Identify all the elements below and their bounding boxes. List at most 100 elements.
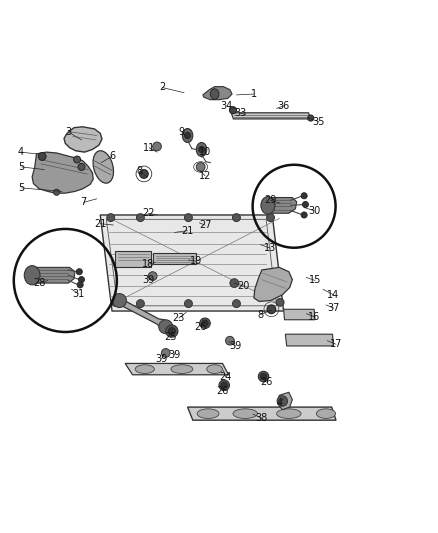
Ellipse shape: [301, 212, 307, 218]
Ellipse shape: [202, 320, 208, 326]
Ellipse shape: [137, 214, 145, 222]
Ellipse shape: [113, 294, 127, 308]
Ellipse shape: [111, 298, 119, 306]
Polygon shape: [187, 407, 336, 420]
Text: 8: 8: [258, 310, 264, 319]
Text: 16: 16: [308, 312, 320, 322]
Text: 23: 23: [173, 313, 185, 323]
Ellipse shape: [184, 300, 192, 308]
Ellipse shape: [78, 164, 85, 171]
Ellipse shape: [182, 128, 193, 142]
Ellipse shape: [161, 349, 170, 357]
Text: 17: 17: [330, 339, 342, 349]
Text: 5: 5: [18, 183, 25, 193]
Text: 26: 26: [194, 322, 207, 332]
Text: 39: 39: [168, 350, 180, 360]
Text: 39: 39: [142, 276, 154, 286]
Text: 39: 39: [230, 341, 242, 351]
Polygon shape: [27, 268, 75, 283]
Polygon shape: [100, 215, 284, 311]
Text: 11: 11: [143, 143, 155, 153]
Ellipse shape: [233, 409, 258, 418]
Ellipse shape: [140, 169, 148, 179]
Text: 4: 4: [276, 398, 283, 408]
Text: 20: 20: [237, 281, 249, 291]
Text: 10: 10: [199, 147, 211, 157]
Polygon shape: [64, 127, 102, 152]
Polygon shape: [118, 298, 169, 330]
Text: 19: 19: [190, 256, 202, 266]
Text: 3: 3: [65, 127, 71, 137]
Polygon shape: [265, 198, 297, 213]
Text: 26: 26: [260, 377, 272, 387]
Ellipse shape: [230, 107, 237, 114]
Ellipse shape: [93, 151, 113, 183]
Ellipse shape: [24, 265, 40, 285]
Ellipse shape: [221, 382, 227, 389]
Ellipse shape: [198, 147, 205, 152]
Ellipse shape: [197, 409, 219, 418]
Polygon shape: [284, 309, 315, 320]
Polygon shape: [231, 113, 311, 119]
Ellipse shape: [74, 156, 81, 163]
Text: 26: 26: [216, 386, 229, 396]
Text: 25: 25: [164, 332, 177, 342]
Ellipse shape: [78, 277, 85, 282]
Ellipse shape: [230, 279, 239, 287]
Text: 22: 22: [142, 208, 155, 218]
Ellipse shape: [267, 214, 275, 222]
Text: 29: 29: [264, 195, 277, 205]
Text: 1: 1: [251, 89, 257, 99]
Polygon shape: [115, 251, 151, 266]
Ellipse shape: [166, 325, 178, 337]
Text: 21: 21: [94, 219, 106, 229]
Ellipse shape: [76, 269, 82, 275]
Ellipse shape: [184, 133, 191, 139]
Polygon shape: [32, 152, 93, 193]
Ellipse shape: [261, 374, 267, 379]
Text: 8: 8: [137, 166, 143, 176]
Text: 36: 36: [278, 101, 290, 111]
Ellipse shape: [233, 214, 240, 222]
Ellipse shape: [307, 115, 314, 121]
Ellipse shape: [233, 300, 240, 308]
Ellipse shape: [159, 320, 173, 334]
Ellipse shape: [152, 142, 161, 151]
Text: 5: 5: [18, 162, 25, 172]
Ellipse shape: [219, 380, 230, 391]
Text: 28: 28: [33, 278, 45, 288]
Text: 15: 15: [309, 276, 321, 286]
Polygon shape: [203, 87, 232, 100]
Polygon shape: [278, 392, 292, 410]
Text: 38: 38: [256, 414, 268, 423]
Polygon shape: [125, 364, 229, 375]
Ellipse shape: [53, 189, 60, 195]
Text: 31: 31: [72, 288, 85, 298]
Text: 37: 37: [327, 303, 339, 313]
Ellipse shape: [258, 372, 269, 382]
Text: 13: 13: [265, 243, 277, 253]
Ellipse shape: [316, 409, 336, 418]
Polygon shape: [254, 268, 292, 302]
Ellipse shape: [226, 336, 234, 345]
Ellipse shape: [276, 298, 284, 306]
Ellipse shape: [261, 197, 275, 214]
Ellipse shape: [137, 300, 145, 308]
Text: 24: 24: [219, 372, 232, 382]
Ellipse shape: [184, 214, 192, 222]
Ellipse shape: [196, 142, 207, 157]
Ellipse shape: [277, 395, 288, 406]
Ellipse shape: [301, 193, 307, 199]
Ellipse shape: [148, 272, 157, 280]
Ellipse shape: [302, 201, 308, 207]
Ellipse shape: [171, 365, 193, 374]
Ellipse shape: [77, 282, 83, 288]
Text: 9: 9: [179, 127, 185, 137]
Ellipse shape: [207, 365, 223, 374]
Ellipse shape: [168, 328, 175, 335]
Text: 30: 30: [308, 206, 320, 216]
Ellipse shape: [38, 152, 46, 160]
Polygon shape: [286, 334, 333, 346]
Ellipse shape: [200, 318, 210, 328]
Text: 21: 21: [181, 225, 194, 236]
